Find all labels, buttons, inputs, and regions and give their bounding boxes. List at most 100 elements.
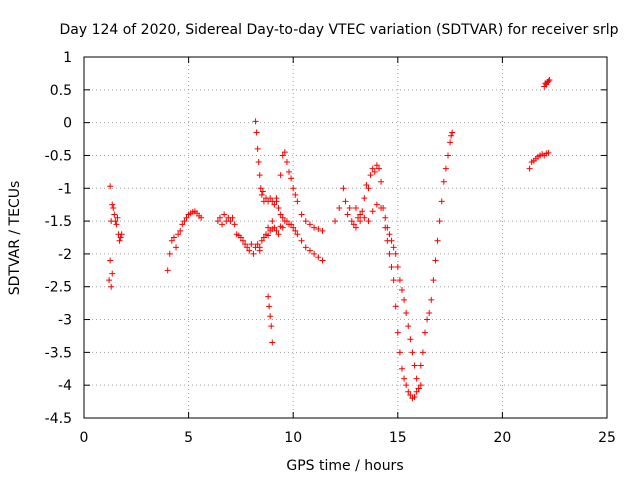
data-point	[229, 214, 236, 221]
data-point	[336, 204, 343, 211]
data-point	[221, 211, 228, 218]
data-point	[248, 241, 255, 248]
data-point	[292, 191, 299, 198]
data-point	[118, 231, 125, 238]
data-point	[288, 221, 295, 228]
data-point	[394, 264, 401, 271]
data-point	[344, 211, 351, 218]
data-point	[198, 214, 205, 221]
data-point	[255, 159, 262, 166]
data-point	[411, 362, 418, 369]
data-point	[250, 250, 257, 257]
data-point	[179, 221, 186, 228]
data-point	[421, 329, 428, 336]
data-point	[231, 221, 238, 228]
data-point	[242, 241, 249, 248]
y-tick-label: -4	[58, 378, 72, 394]
data-point	[166, 250, 173, 257]
data-point	[382, 214, 389, 221]
data-point	[306, 247, 313, 254]
data-point	[111, 211, 118, 218]
series-sat-H	[417, 129, 456, 369]
data-point	[277, 172, 284, 179]
data-point	[388, 264, 395, 271]
data-point	[170, 234, 177, 241]
data-point	[369, 165, 376, 172]
data-point	[405, 388, 412, 395]
data-point	[350, 221, 357, 228]
data-point	[279, 152, 286, 159]
x-tick-label: 0	[80, 430, 89, 446]
series-sat-I	[526, 149, 552, 172]
series-sat-B	[164, 208, 205, 274]
data-point	[401, 375, 408, 382]
data-point	[388, 237, 395, 244]
data-point	[378, 178, 385, 185]
series-sat-G	[352, 201, 422, 392]
data-point	[315, 225, 322, 232]
data-point	[109, 270, 116, 277]
data-point	[373, 201, 380, 208]
data-point	[390, 277, 397, 284]
data-point	[273, 227, 280, 234]
data-point	[269, 218, 276, 225]
data-point	[109, 201, 116, 208]
series-sat-A	[106, 201, 125, 284]
data-point	[292, 227, 299, 234]
x-tick-label: 15	[389, 430, 407, 446]
x-tick-label: 20	[493, 430, 511, 446]
y-tick-label: -0.5	[45, 148, 72, 164]
data-point	[390, 244, 397, 251]
data-point	[298, 211, 305, 218]
data-point	[110, 204, 117, 211]
data-point	[279, 224, 286, 231]
data-point	[267, 195, 274, 202]
data-point	[258, 237, 265, 244]
y-tick-label: -2	[58, 247, 72, 263]
data-point	[183, 214, 190, 221]
data-point	[271, 224, 278, 231]
data-point	[361, 214, 368, 221]
data-point	[275, 204, 282, 211]
data-point	[449, 129, 456, 136]
y-tick-label: -1	[58, 181, 72, 197]
data-point	[378, 204, 385, 211]
data-point	[175, 231, 182, 238]
data-point	[252, 118, 259, 125]
data-point	[266, 303, 273, 310]
data-point	[363, 181, 370, 188]
data-point	[116, 237, 123, 244]
data-point	[277, 211, 284, 218]
data-point	[267, 313, 274, 320]
data-point	[426, 309, 433, 316]
data-point	[239, 237, 246, 244]
data-point	[302, 218, 309, 225]
data-point	[398, 365, 405, 372]
data-point	[407, 392, 414, 399]
data-point	[424, 316, 431, 323]
data-point	[279, 214, 286, 221]
y-axis-label: SDTVAR / TECUs	[7, 181, 23, 296]
data-point	[405, 323, 412, 330]
data-point	[319, 257, 326, 264]
data-point	[545, 149, 552, 156]
data-point	[294, 231, 301, 238]
axis-ticks	[83, 56, 608, 419]
y-tick-labels: 1 0.5 0 -0.5 -1 -1.5 -2 -2.5 -3 -3.5 -4 -4.5	[45, 50, 72, 427]
data-point	[417, 382, 424, 389]
data-point	[290, 224, 297, 231]
data-point	[352, 204, 359, 211]
data-point	[365, 218, 372, 225]
data-point	[107, 257, 114, 264]
data-point	[319, 227, 326, 234]
y-tick-label: 0	[63, 116, 72, 132]
series-sat-D	[252, 118, 326, 264]
data-point	[342, 198, 349, 205]
data-point	[413, 375, 420, 382]
data-point	[288, 175, 295, 182]
data-point	[396, 277, 403, 284]
data-point	[430, 277, 437, 284]
x-tick-label: 25	[598, 430, 616, 446]
data-point	[258, 191, 265, 198]
